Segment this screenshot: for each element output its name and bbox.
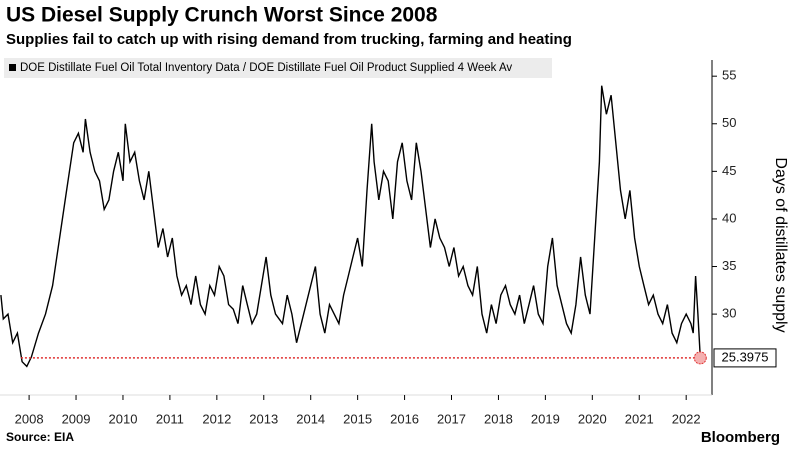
x-tick-label: 2018 — [484, 411, 513, 426]
y-tick-label: 40 — [722, 210, 736, 225]
x-tick-label: 2019 — [531, 411, 560, 426]
x-tick-label: 2014 — [296, 411, 325, 426]
last-value-label: 25.3975 — [722, 349, 769, 364]
line-series — [0, 85, 701, 368]
legend-label: DOE Distillate Fuel Oil Total Inventory … — [20, 62, 512, 74]
x-tick-label: 2016 — [390, 411, 419, 426]
legend-swatch — [9, 64, 16, 71]
x-tick-label: 2017 — [437, 411, 466, 426]
y-tick-label: 35 — [722, 258, 736, 273]
y-tick-label: 30 — [722, 306, 736, 321]
x-tick-label: 2009 — [62, 411, 91, 426]
x-tick-label: 2015 — [343, 411, 372, 426]
x-tick-label: 2011 — [156, 411, 184, 426]
x-tick-label: 2013 — [249, 411, 278, 426]
x-tick-label: 2022 — [672, 411, 701, 426]
source: Source: EIA — [6, 430, 74, 444]
y-tick-label: 55 — [722, 68, 736, 83]
brand: Bloomberg — [701, 429, 780, 446]
y-tick-label: 45 — [722, 163, 736, 178]
x-tick-label: 2021 — [625, 411, 654, 426]
legend-box — [4, 58, 552, 78]
y-tick-label: 50 — [722, 115, 736, 130]
chart-subtitle: Supplies fail to catch up with rising de… — [6, 31, 572, 48]
last-value-dot — [693, 351, 707, 365]
last-value-box — [713, 348, 777, 368]
chart-title: US Diesel Supply Crunch Worst Since 2008 — [6, 4, 438, 27]
x-tick-label: 2020 — [578, 411, 607, 426]
y-axis-label: Days of distillates supply — [772, 157, 789, 332]
x-tick-label: 2008 — [15, 411, 44, 426]
x-tick-label: 2010 — [109, 411, 138, 426]
x-tick-label: 2012 — [202, 411, 231, 426]
